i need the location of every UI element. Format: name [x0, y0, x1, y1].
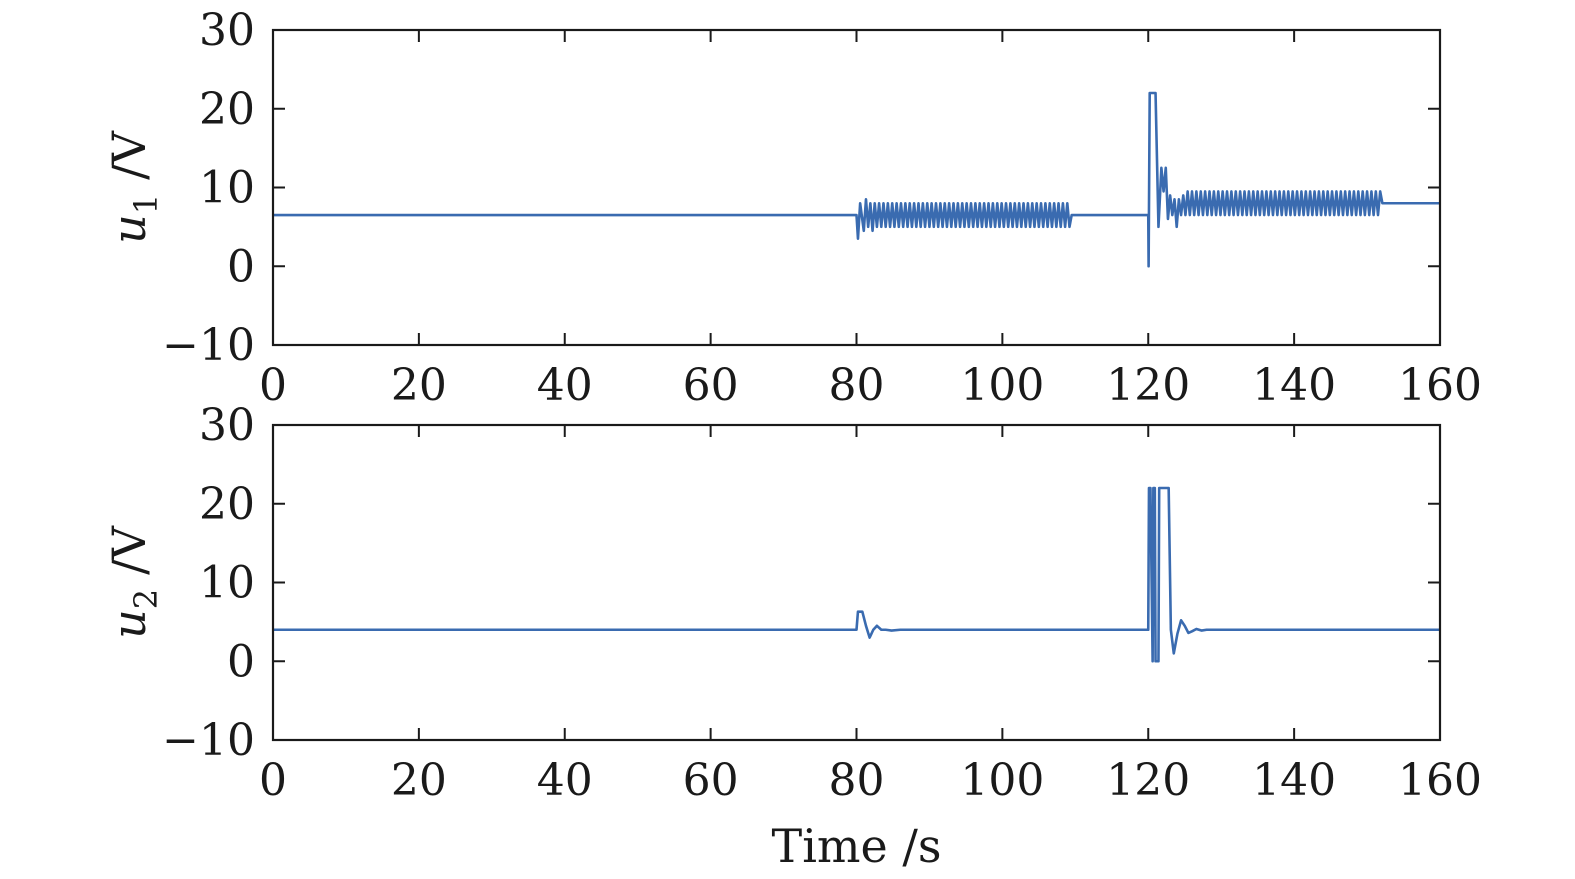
y-axis-subscript: 1: [127, 194, 165, 214]
x-tick-label: 0: [259, 755, 287, 806]
series-line-1: [273, 486, 1440, 663]
y-tick-label: 20: [199, 84, 255, 135]
y-axis-title: u2/V: [102, 525, 165, 638]
plot-frame: [271, 423, 1442, 742]
y-tick-label: −10: [162, 715, 255, 766]
y-axis-unit: /V: [102, 130, 156, 179]
y-tick-label: 10: [199, 163, 255, 214]
y-tick-label: 20: [199, 479, 255, 530]
x-tick-label: 140: [1252, 755, 1336, 806]
y-tick-label: 30: [199, 400, 255, 451]
y-axis-unit: /V: [102, 525, 156, 574]
x-tick-label: 40: [537, 360, 593, 411]
x-tick-label: 160: [1398, 360, 1482, 411]
x-tick-label: 140: [1252, 360, 1336, 411]
y-tick-label: 0: [227, 636, 255, 687]
x-tick-label: 80: [829, 755, 885, 806]
x-tick-label: 100: [960, 755, 1044, 806]
y-axis-variable: u: [102, 214, 156, 244]
y-tick-label: −10: [162, 320, 255, 371]
y-tick-label: 10: [199, 558, 255, 609]
plot-frame: [271, 28, 1442, 347]
y-axis-title: u1/V: [102, 130, 165, 243]
x-tick-label: 40: [537, 755, 593, 806]
y-tick-label: 0: [227, 241, 255, 292]
x-tick-label: 120: [1106, 755, 1190, 806]
x-tick-label: 20: [391, 360, 447, 411]
panel-2: 0 20 40 60 80 100 120 140 160−100102030u2/VTime …: [102, 400, 1482, 873]
x-tick-label: 120: [1106, 360, 1190, 411]
x-tick-label: 20: [391, 755, 447, 806]
x-tick-label: 60: [683, 360, 739, 411]
x-tick-label: 60: [683, 755, 739, 806]
y-axis-subscript: 2: [127, 589, 165, 609]
x-tick-label: 160: [1398, 755, 1482, 806]
x-tick-label: 80: [829, 360, 885, 411]
x-tick-label: 100: [960, 360, 1044, 411]
y-tick-label: 30: [199, 5, 255, 56]
x-axis-title: Time /s: [772, 819, 942, 873]
series-line-1: [273, 91, 1440, 268]
x-tick-label: 0: [259, 360, 287, 411]
y-axis-variable: u: [102, 609, 156, 639]
